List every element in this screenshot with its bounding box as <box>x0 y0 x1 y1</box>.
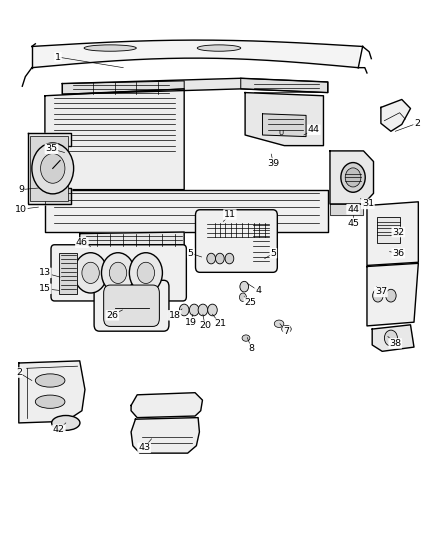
Polygon shape <box>45 190 328 232</box>
Text: 7: 7 <box>283 327 290 336</box>
Polygon shape <box>80 232 184 248</box>
Circle shape <box>208 304 217 316</box>
Circle shape <box>102 253 134 293</box>
Polygon shape <box>45 89 184 190</box>
Text: 37: 37 <box>375 287 387 296</box>
Polygon shape <box>131 393 202 418</box>
Text: 13: 13 <box>39 268 51 277</box>
Text: 4: 4 <box>255 286 261 295</box>
Text: 44: 44 <box>308 125 320 134</box>
Text: 42: 42 <box>53 425 65 434</box>
Text: 15: 15 <box>39 284 51 293</box>
Text: 9: 9 <box>18 185 24 194</box>
Circle shape <box>345 168 361 187</box>
Circle shape <box>240 281 249 292</box>
Circle shape <box>215 253 224 264</box>
Circle shape <box>207 253 215 264</box>
Text: 36: 36 <box>392 249 404 258</box>
Ellipse shape <box>197 45 241 51</box>
Polygon shape <box>330 151 374 204</box>
Polygon shape <box>372 325 414 351</box>
Text: 11: 11 <box>224 210 236 219</box>
Text: 1: 1 <box>55 53 61 62</box>
Polygon shape <box>367 202 418 265</box>
Text: 44: 44 <box>347 205 359 214</box>
Polygon shape <box>330 204 364 215</box>
Ellipse shape <box>242 335 250 341</box>
Polygon shape <box>62 81 184 94</box>
Circle shape <box>82 262 99 284</box>
Text: 46: 46 <box>76 238 88 247</box>
Text: 2: 2 <box>414 119 420 128</box>
Ellipse shape <box>52 416 80 430</box>
Circle shape <box>386 289 396 302</box>
Circle shape <box>373 289 383 302</box>
Ellipse shape <box>84 45 136 51</box>
Text: 2: 2 <box>16 368 22 377</box>
Ellipse shape <box>35 395 65 408</box>
Circle shape <box>110 262 127 284</box>
Polygon shape <box>262 114 306 136</box>
Ellipse shape <box>282 325 291 333</box>
Circle shape <box>129 253 162 293</box>
Text: 21: 21 <box>214 319 226 328</box>
Polygon shape <box>241 78 328 93</box>
Text: 43: 43 <box>138 443 150 453</box>
Circle shape <box>240 293 247 302</box>
Circle shape <box>198 304 208 316</box>
Circle shape <box>341 163 365 192</box>
Polygon shape <box>367 263 418 326</box>
Bar <box>377 217 400 243</box>
Text: 5: 5 <box>270 249 276 258</box>
Text: 8: 8 <box>249 344 254 353</box>
FancyBboxPatch shape <box>195 210 277 272</box>
Text: 38: 38 <box>389 339 401 348</box>
Polygon shape <box>245 93 323 146</box>
Circle shape <box>180 304 189 316</box>
Text: 35: 35 <box>46 144 57 154</box>
FancyBboxPatch shape <box>104 285 159 326</box>
Polygon shape <box>62 78 328 94</box>
Text: 10: 10 <box>15 205 27 214</box>
Bar <box>30 136 68 201</box>
Text: 25: 25 <box>244 298 256 307</box>
Text: 26: 26 <box>106 311 118 320</box>
Ellipse shape <box>274 320 284 327</box>
Circle shape <box>41 154 65 183</box>
Ellipse shape <box>35 374 65 387</box>
Polygon shape <box>28 133 71 204</box>
Text: U: U <box>278 130 283 136</box>
FancyBboxPatch shape <box>51 245 186 301</box>
Circle shape <box>385 330 397 346</box>
Polygon shape <box>381 100 410 131</box>
Text: 31: 31 <box>362 199 374 208</box>
Circle shape <box>189 304 199 316</box>
Circle shape <box>32 143 74 194</box>
FancyBboxPatch shape <box>94 280 169 331</box>
Text: 19: 19 <box>185 318 197 327</box>
Text: 39: 39 <box>267 159 279 167</box>
Bar <box>59 253 77 294</box>
Circle shape <box>225 253 234 264</box>
Text: 45: 45 <box>347 219 359 228</box>
Text: 20: 20 <box>199 321 211 330</box>
Polygon shape <box>131 418 199 453</box>
Circle shape <box>137 262 155 284</box>
Circle shape <box>74 253 107 293</box>
Text: 5: 5 <box>188 249 194 258</box>
Polygon shape <box>19 361 85 423</box>
Text: 18: 18 <box>169 311 180 320</box>
Polygon shape <box>28 188 71 204</box>
Text: 32: 32 <box>392 228 404 237</box>
